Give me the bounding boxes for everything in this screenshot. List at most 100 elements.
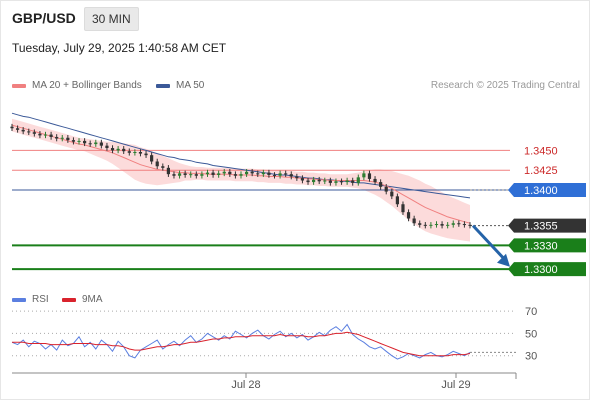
candle-body — [55, 136, 59, 139]
candle-body — [239, 174, 243, 176]
candle-body — [384, 186, 388, 192]
copyright-text: Research © 2025 Trading Central — [430, 80, 580, 91]
ma50-line — [11, 112, 471, 199]
candle-body — [49, 134, 53, 137]
candle-body — [345, 180, 349, 183]
candle-body — [429, 224, 433, 226]
candle-body — [161, 166, 165, 168]
ma50-swatch — [156, 83, 170, 88]
candle-body — [446, 224, 450, 226]
timeframe-badge[interactable]: 30 MIN — [84, 7, 139, 31]
candle-body — [183, 173, 187, 175]
candle-body — [233, 174, 238, 176]
candle-body — [284, 173, 288, 175]
candle-body — [177, 173, 182, 176]
price-label-1.3400: 1.3400 — [524, 185, 558, 197]
candle-body — [362, 173, 366, 178]
candle-body — [166, 167, 170, 175]
candle-body — [395, 196, 399, 205]
candle-body — [27, 131, 31, 133]
candle-body — [32, 132, 36, 134]
candle-body — [289, 174, 293, 177]
candle-body — [60, 137, 64, 139]
timestamp: Tuesday, July 29, 2025 1:40:58 AM CET — [12, 41, 227, 55]
candle-body — [418, 223, 422, 225]
rsi-ma-swatch — [62, 297, 76, 302]
candle-body — [189, 174, 193, 176]
candle-body — [99, 142, 103, 146]
candle-body — [323, 180, 327, 182]
candle-body — [328, 180, 332, 183]
candle-body — [138, 152, 143, 154]
candle-body — [256, 173, 260, 175]
candle-body — [116, 148, 120, 151]
legend-rsi-ma: 9MA — [62, 294, 103, 305]
candle-body — [423, 224, 427, 226]
candle-body — [373, 178, 377, 183]
candle-body — [228, 171, 232, 175]
candle-body — [200, 174, 204, 176]
candle-body — [300, 178, 305, 181]
ma50-label: MA 50 — [176, 80, 205, 91]
candle-body — [194, 174, 198, 176]
candle-body — [451, 223, 455, 225]
price-tag-bg-1.3400 — [508, 183, 586, 197]
x-tick-label: Jul 28 — [231, 379, 260, 391]
ma20-label: MA 20 + Bollinger Bands — [32, 80, 142, 91]
legend-ma20: MA 20 + Bollinger Bands — [12, 80, 142, 91]
candle-body — [21, 129, 25, 132]
candle-body — [150, 155, 154, 162]
x-tick-label: Jul 29 — [441, 379, 470, 391]
rsi-swatch — [12, 297, 26, 302]
candle-body — [105, 145, 109, 149]
symbol-title: GBP/USD — [12, 10, 76, 26]
candle-body — [38, 133, 42, 136]
candle-body — [66, 137, 70, 141]
rsi-label: RSI — [32, 294, 49, 305]
candle-body — [379, 182, 383, 187]
rsi-line — [11, 323, 471, 360]
candle-body — [110, 148, 115, 151]
rsi-ma-label: 9MA — [82, 294, 103, 305]
candle-body — [462, 224, 467, 226]
candle-body — [390, 191, 394, 197]
candle-body — [312, 179, 316, 183]
candle-body — [205, 172, 210, 175]
candle-body — [43, 134, 48, 136]
candle-body — [412, 218, 416, 224]
candle-body — [440, 224, 444, 226]
price-tag-bg-1.3300 — [508, 262, 586, 277]
candle-body — [127, 151, 131, 153]
candle-body — [295, 176, 299, 179]
candle-body — [261, 172, 265, 175]
candle-body — [317, 179, 321, 182]
bollinger-band — [12, 118, 470, 242]
candle-body — [10, 126, 14, 129]
legend-ma50: MA 50 — [156, 80, 204, 91]
candle-body — [94, 142, 98, 145]
candle-body — [15, 128, 20, 130]
candle-body — [155, 161, 159, 167]
price-label-1.3450: 1.3450 — [524, 145, 558, 157]
candle-body — [244, 171, 249, 175]
candle-body — [339, 181, 344, 183]
price-label-1.3330: 1.3330 — [524, 240, 558, 252]
candle-body — [351, 180, 355, 183]
price-tag-bg-1.3355 — [508, 218, 586, 233]
candle-body — [367, 173, 372, 179]
rsi-ma-line — [12, 331, 471, 357]
candle-body — [122, 148, 126, 152]
candle-body — [211, 172, 215, 175]
projection-arrow-shaft — [471, 224, 507, 261]
candle-body — [71, 140, 76, 142]
candle-body — [278, 173, 282, 176]
candle-body — [356, 177, 360, 183]
candle-body — [434, 224, 439, 226]
candle-body — [217, 173, 221, 175]
candle-body — [83, 140, 87, 144]
candle-body — [144, 153, 148, 156]
candle-body — [222, 171, 226, 174]
price-label-1.3425: 1.3425 — [524, 165, 558, 177]
rsi-tick-70: 70 — [525, 306, 537, 318]
